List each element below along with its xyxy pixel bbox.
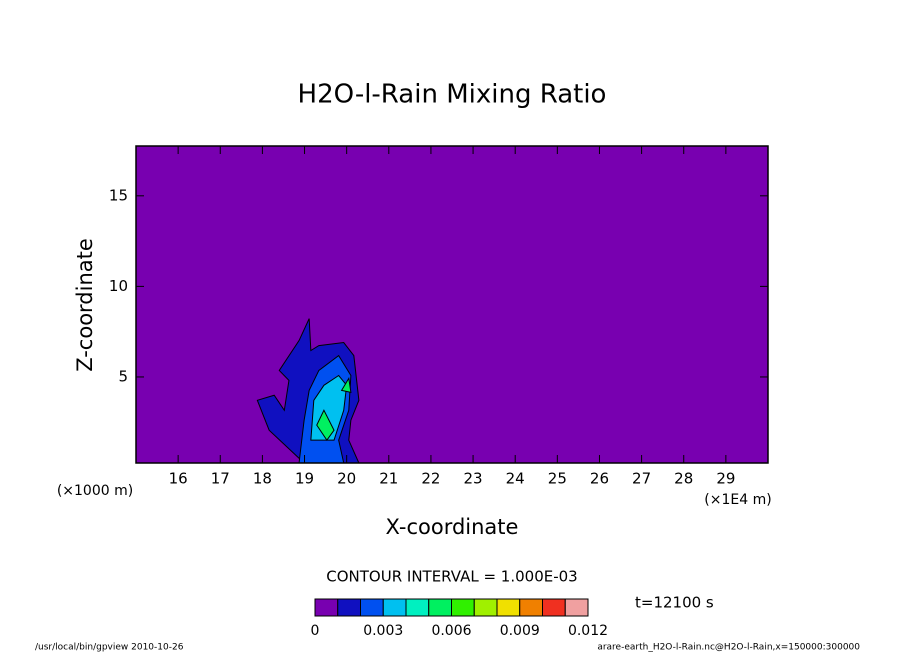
- x-tick-label: 25: [548, 470, 567, 488]
- contour-region: [316, 409, 335, 442]
- colorbar-tick-label: 0.009: [500, 623, 540, 639]
- plot-frame: [135, 145, 769, 464]
- x-tick-label: 20: [337, 470, 356, 488]
- y-tick-label: 10: [109, 277, 128, 295]
- colorbar-tick-label: 0.003: [363, 623, 403, 639]
- colorbar-tick-label: 0: [311, 623, 320, 639]
- x-tick-label: 27: [632, 470, 651, 488]
- x-tick-label: 24: [506, 470, 525, 488]
- colorbar-box: [564, 598, 589, 617]
- x-tick-label: 16: [169, 470, 188, 488]
- footer-left: /usr/local/bin/gpview 2010-10-26: [35, 643, 184, 653]
- colorbar-box: [473, 598, 498, 617]
- colorbar-box: [405, 598, 430, 617]
- x-tick-label: 19: [295, 470, 314, 488]
- colorbar-box: [542, 598, 566, 617]
- chart-title: H2O-l-Rain Mixing Ratio: [298, 80, 607, 110]
- plot-background: [136, 146, 768, 463]
- colorbar-tick-label: 0.012: [568, 623, 608, 639]
- time-label: t=12100 s: [635, 594, 714, 612]
- colorbar-box: [360, 598, 384, 617]
- colorbar-box: [496, 598, 521, 617]
- contour-region: [340, 376, 352, 393]
- colorbar-box: [337, 598, 361, 617]
- colorbar-tick-label: 0.006: [431, 623, 471, 639]
- contour-interval: CONTOUR INTERVAL = 1.000E-03: [326, 568, 577, 586]
- colorbar-box: [428, 598, 452, 617]
- colorbar-box: [382, 598, 407, 617]
- x-tick-label: 21: [379, 470, 398, 488]
- x-tick-label: 29: [716, 470, 735, 488]
- x-axis-label: X-coordinate: [386, 515, 519, 539]
- x-tick-label: 26: [590, 470, 609, 488]
- x-tick-label: 22: [421, 470, 440, 488]
- colorbar-box: [314, 598, 339, 617]
- y-tick-label: 5: [118, 367, 128, 385]
- x-tick-label: 17: [211, 470, 230, 488]
- x-unit-label: (×1E4 m): [704, 492, 771, 508]
- colorbar-box: [519, 598, 543, 617]
- colorbar-box: [451, 598, 475, 617]
- y-tick-label: 15: [109, 186, 128, 204]
- x-tick-label: 18: [253, 470, 272, 488]
- x-tick-label: 23: [464, 470, 483, 488]
- y-axis-label: Z-coordinate: [73, 238, 97, 372]
- footer-right: arare-earth_H2O-l-Rain.nc@H2O-l-Rain,x=1…: [597, 643, 860, 653]
- x-tick-label: 28: [674, 470, 693, 488]
- y-unit-label: (×1000 m): [57, 483, 133, 499]
